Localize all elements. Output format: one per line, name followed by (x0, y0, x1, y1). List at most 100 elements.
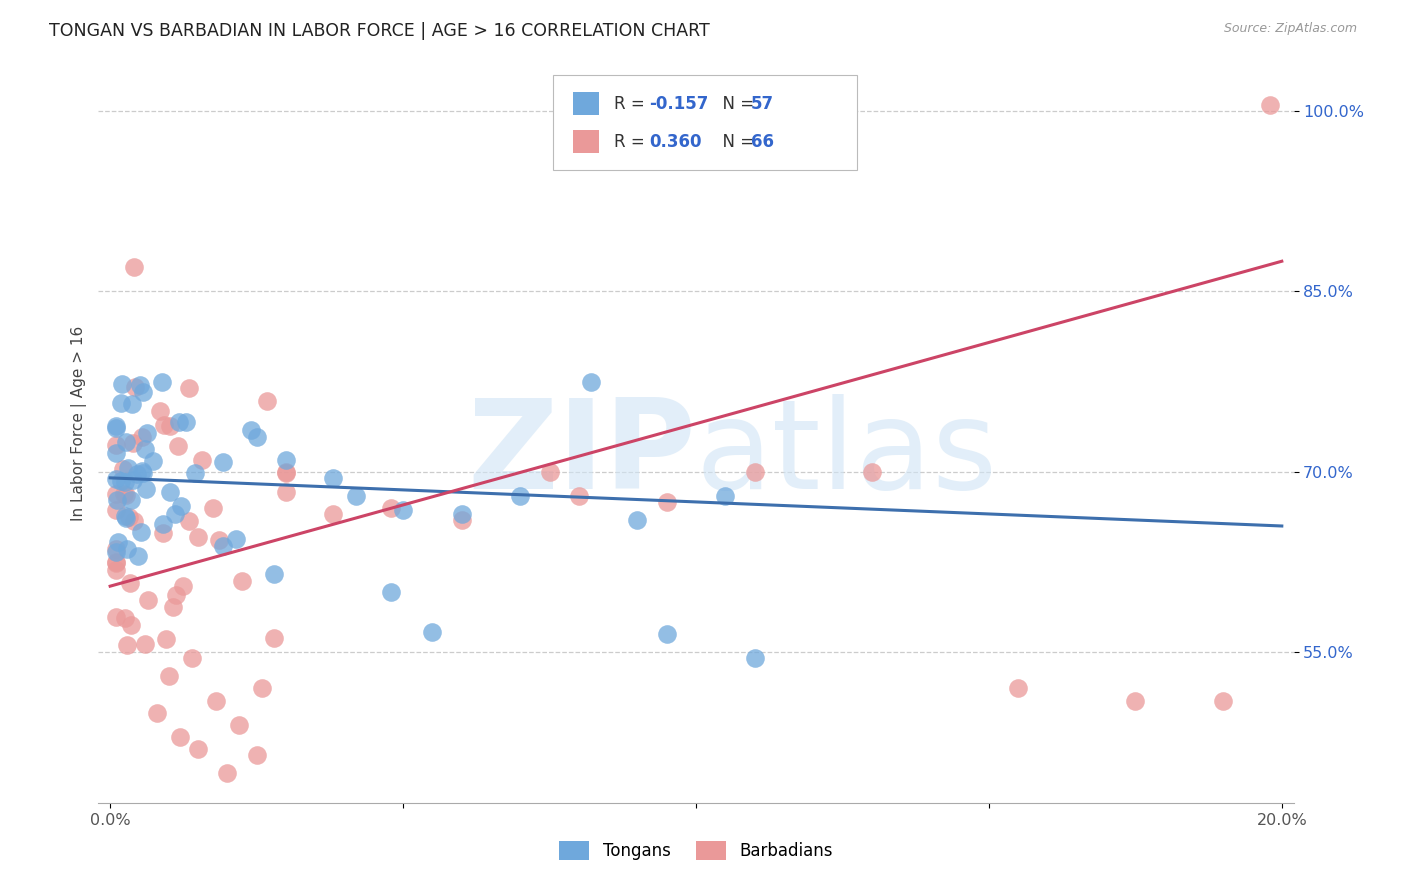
Point (122, 514, 145, 528)
Text: N =: N = (711, 95, 759, 112)
Point (211, 455, 233, 469)
Point (131, 385, 153, 400)
Point (181, 651, 204, 665)
Point (1212, 693, 1234, 707)
Point (538, 465, 561, 479)
Text: TONGAN VS BARBADIAN IN LABOR FORCE | AGE > 16 CORRELATION CHART: TONGAN VS BARBADIAN IN LABOR FORCE | AGE… (49, 22, 710, 40)
Point (112, 461, 135, 475)
Point (217, 765, 239, 780)
Point (380, 585, 402, 599)
Point (184, 466, 207, 480)
Point (149, 404, 172, 418)
Point (117, 542, 139, 557)
Point (105, 542, 128, 557)
Point (655, 495, 678, 509)
Point (172, 579, 194, 593)
Point (115, 638, 138, 652)
Point (127, 467, 149, 482)
Point (187, 741, 209, 756)
Point (120, 618, 142, 632)
Point (110, 474, 132, 488)
Point (274, 452, 297, 467)
Point (142, 454, 165, 468)
Point (129, 525, 152, 540)
Point (392, 503, 415, 517)
Point (204, 693, 226, 707)
Point (228, 717, 250, 731)
Point (211, 540, 233, 554)
Point (124, 380, 146, 394)
Point (153, 417, 176, 432)
Legend: Tongans, Barbadians: Tongans, Barbadians (553, 834, 839, 866)
Point (744, 651, 766, 665)
Text: N =: N = (711, 133, 759, 151)
Point (579, 375, 602, 389)
Point (131, 430, 153, 444)
Point (252, 681, 274, 696)
Point (105, 421, 128, 435)
Point (155, 632, 177, 646)
Point (121, 436, 143, 450)
Point (177, 515, 200, 529)
Point (509, 489, 531, 503)
Point (322, 507, 344, 521)
Point (115, 510, 138, 524)
Point (179, 381, 201, 395)
Point (322, 471, 344, 485)
Text: 0.360: 0.360 (650, 133, 702, 151)
Text: Source: ZipAtlas.com: Source: ZipAtlas.com (1223, 22, 1357, 36)
Text: R =: R = (613, 95, 650, 112)
Point (159, 485, 181, 500)
Point (166, 439, 188, 453)
Point (626, 513, 648, 527)
Text: ZIP: ZIP (467, 393, 696, 515)
Point (121, 493, 143, 508)
Point (167, 415, 190, 429)
Point (450, 507, 472, 521)
Point (246, 430, 269, 444)
Point (127, 549, 149, 563)
Point (568, 489, 591, 503)
Point (121, 473, 143, 487)
Point (146, 706, 169, 720)
Point (105, 609, 128, 624)
Point (128, 378, 150, 392)
Point (110, 396, 132, 410)
Point (239, 424, 262, 438)
Point (114, 487, 136, 501)
FancyBboxPatch shape (553, 75, 858, 169)
Point (105, 486, 128, 500)
Point (132, 467, 155, 481)
Point (860, 465, 883, 479)
Point (274, 485, 297, 500)
Point (176, 415, 198, 429)
Point (191, 453, 214, 467)
Point (105, 446, 128, 460)
Point (105, 438, 128, 452)
Point (263, 631, 285, 645)
Point (274, 465, 297, 479)
Point (105, 563, 128, 577)
Text: 57: 57 (751, 95, 775, 112)
Point (1125, 693, 1147, 707)
Point (231, 574, 253, 588)
Point (187, 530, 209, 544)
Point (150, 375, 173, 389)
Point (105, 472, 128, 486)
Point (162, 599, 184, 614)
Point (165, 588, 187, 602)
Point (107, 535, 129, 549)
Point (169, 730, 191, 744)
Bar (572, 130, 599, 153)
Point (152, 525, 174, 540)
Point (115, 434, 138, 449)
Point (118, 509, 141, 524)
Text: 66: 66 (751, 133, 773, 151)
Point (117, 461, 139, 475)
Point (655, 627, 678, 641)
Point (1007, 681, 1029, 696)
Point (122, 260, 145, 275)
Text: -0.157: -0.157 (650, 95, 709, 112)
Point (105, 493, 128, 508)
Text: atlas: atlas (696, 393, 998, 515)
